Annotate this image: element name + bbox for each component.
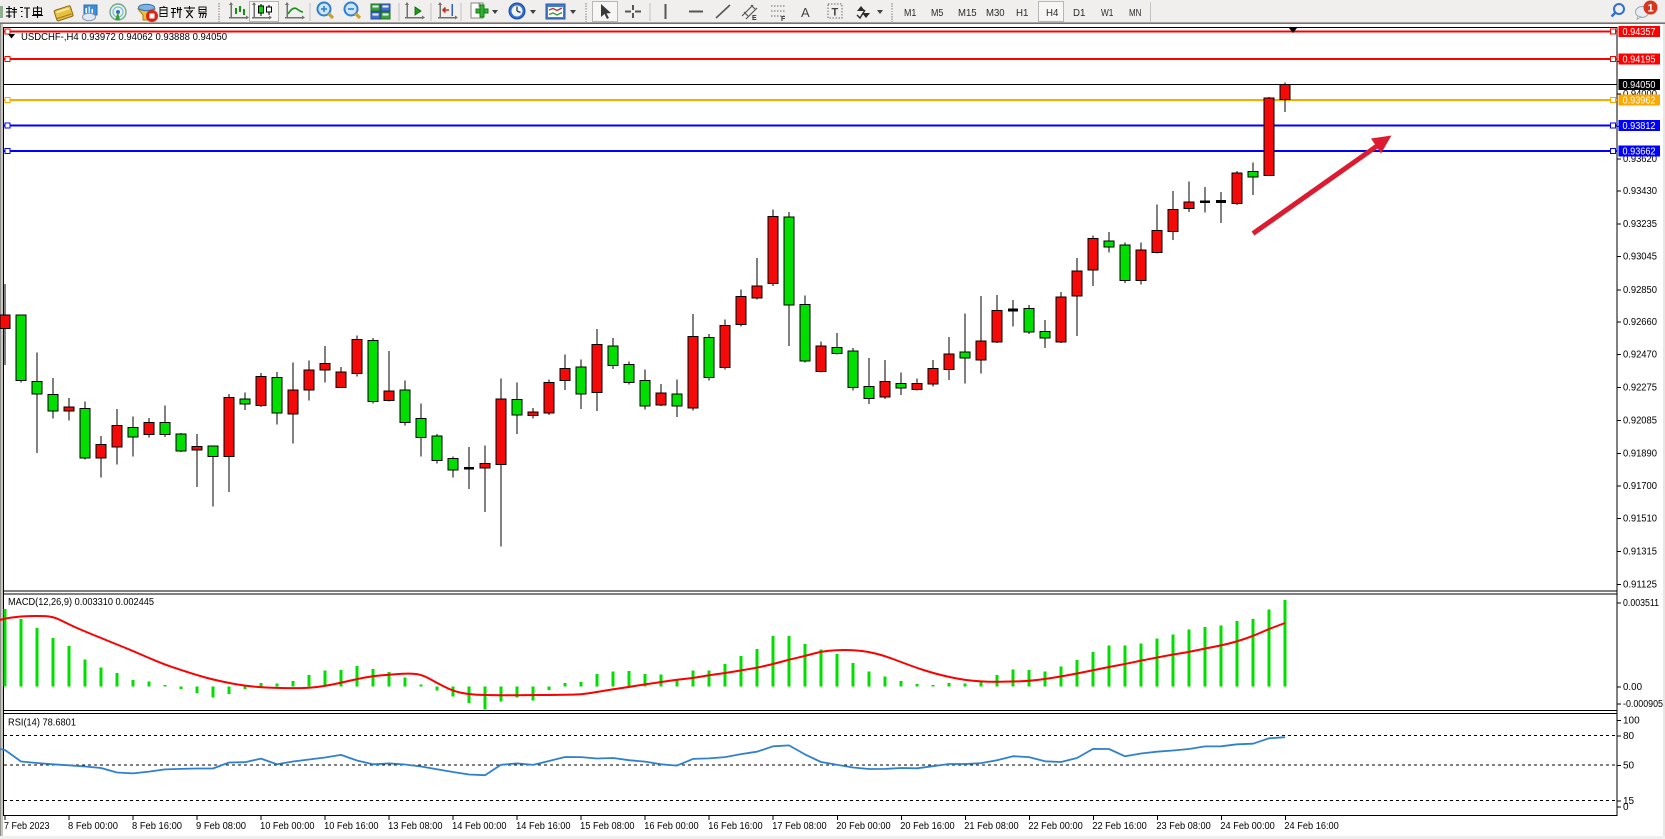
svg-text:0.92085: 0.92085 — [1623, 416, 1657, 427]
svg-text:15: 15 — [1623, 796, 1635, 807]
svg-text:MACD(12,26,9) 0.003310 0.00244: MACD(12,26,9) 0.003310 0.002445 — [8, 597, 154, 608]
svg-text:0.91315: 0.91315 — [1623, 547, 1657, 558]
svg-text:16 Feb 16:00: 16 Feb 16:00 — [708, 821, 763, 832]
svg-text:0.91890: 0.91890 — [1623, 449, 1657, 460]
svg-text:0.93430: 0.93430 — [1623, 186, 1657, 197]
svg-text:10 Feb 16:00: 10 Feb 16:00 — [324, 821, 379, 832]
svg-text:M15: M15 — [958, 7, 977, 19]
svg-text:E: E — [752, 15, 757, 22]
svg-text:0.93962: 0.93962 — [1623, 96, 1656, 107]
svg-text:0.91700: 0.91700 — [1623, 481, 1657, 492]
svg-text:9 Feb 08:00: 9 Feb 08:00 — [196, 821, 246, 832]
svg-text:M5: M5 — [931, 7, 944, 19]
svg-text:0.94050: 0.94050 — [1623, 80, 1656, 91]
svg-text:0.92275: 0.92275 — [1623, 383, 1657, 394]
svg-text:24 Feb 16:00: 24 Feb 16:00 — [1284, 821, 1339, 832]
svg-text:0.94195: 0.94195 — [1623, 55, 1656, 66]
svg-text:0.92470: 0.92470 — [1623, 350, 1657, 361]
svg-text:10 Feb 00:00: 10 Feb 00:00 — [260, 821, 315, 832]
svg-text:F: F — [781, 16, 786, 23]
svg-text:17 Feb 08:00: 17 Feb 08:00 — [772, 821, 827, 832]
svg-text:USDCHF-,H4 0.93972 0.94062 0.: USDCHF-,H4 0.93972 0.94062 0.93888 0.940… — [21, 31, 227, 43]
svg-text:20 Feb 00:00: 20 Feb 00:00 — [836, 821, 891, 832]
svg-text:0.92660: 0.92660 — [1623, 317, 1657, 328]
svg-text:22 Feb 16:00: 22 Feb 16:00 — [1092, 821, 1147, 832]
svg-text:0.93662: 0.93662 — [1623, 147, 1656, 158]
svg-text:T: T — [832, 7, 839, 19]
svg-text:0.92850: 0.92850 — [1623, 285, 1657, 296]
svg-text:W1: W1 — [1101, 7, 1114, 19]
svg-text:D1: D1 — [1073, 7, 1086, 19]
svg-text:0.91510: 0.91510 — [1623, 514, 1657, 525]
svg-text:24 Feb 00:00: 24 Feb 00:00 — [1220, 821, 1275, 832]
svg-text:1: 1 — [1647, 3, 1653, 15]
svg-text:80: 80 — [1623, 731, 1635, 742]
svg-text:0.91125: 0.91125 — [1623, 580, 1657, 591]
svg-text:A: A — [801, 5, 810, 20]
svg-text:M30: M30 — [986, 7, 1005, 19]
svg-text:23 Feb 08:00: 23 Feb 08:00 — [1156, 821, 1211, 832]
svg-text:7 Feb 2023: 7 Feb 2023 — [4, 821, 50, 832]
svg-text:0: 0 — [1623, 802, 1629, 813]
svg-text:8 Feb 16:00: 8 Feb 16:00 — [132, 821, 182, 832]
svg-text:20 Feb 16:00: 20 Feb 16:00 — [900, 821, 955, 832]
svg-text:100: 100 — [1623, 715, 1640, 726]
svg-text:0.93045: 0.93045 — [1623, 252, 1657, 263]
svg-text:-0.000905: -0.000905 — [1623, 699, 1663, 710]
svg-text:15 Feb 08:00: 15 Feb 08:00 — [580, 821, 635, 832]
svg-text:H1: H1 — [1016, 7, 1029, 19]
svg-text:0.93620: 0.93620 — [1623, 154, 1657, 165]
svg-text:21 Feb 08:00: 21 Feb 08:00 — [964, 821, 1019, 832]
svg-text:16 Feb 00:00: 16 Feb 00:00 — [644, 821, 699, 832]
svg-text:MN: MN — [1129, 7, 1141, 19]
svg-text:13 Feb 08:00: 13 Feb 08:00 — [388, 821, 443, 832]
svg-text:0.93812: 0.93812 — [1623, 121, 1656, 132]
svg-text:0.94357: 0.94357 — [1623, 27, 1656, 38]
svg-text:14 Feb 16:00: 14 Feb 16:00 — [516, 821, 571, 832]
svg-text:8 Feb 00:00: 8 Feb 00:00 — [68, 821, 118, 832]
svg-text:0.003511: 0.003511 — [1623, 598, 1659, 609]
svg-text:0.00: 0.00 — [1623, 682, 1642, 693]
svg-text:H4: H4 — [1046, 7, 1059, 19]
svg-text:14 Feb 00:00: 14 Feb 00:00 — [452, 821, 507, 832]
svg-text:0.93235: 0.93235 — [1623, 219, 1657, 230]
svg-text:50: 50 — [1623, 761, 1635, 772]
svg-text:22 Feb 00:00: 22 Feb 00:00 — [1028, 821, 1083, 832]
svg-text:M1: M1 — [904, 7, 917, 19]
svg-text:RSI(14) 78.6801: RSI(14) 78.6801 — [8, 718, 76, 729]
